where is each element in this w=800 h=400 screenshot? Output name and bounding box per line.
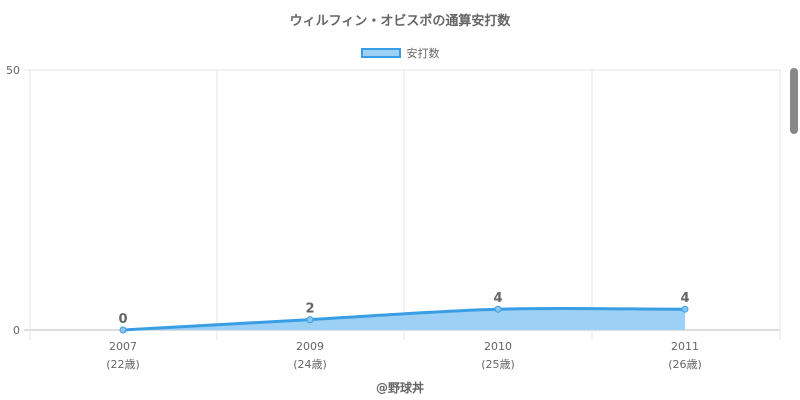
y-tick-label: 50 [6,64,20,77]
x-tick-label: 2007 [109,340,137,353]
data-label: 4 [493,291,502,306]
x-tick-label: 2011 [671,340,699,353]
x-tick-age-label: (22歳) [106,358,140,371]
data-label: 2 [305,302,314,317]
y-tick-label: 0 [13,324,20,337]
x-tick-age-label: (25歳) [481,358,515,371]
credit-label: @野球丼 [375,381,424,395]
x-tick-age-label: (26歳) [668,358,702,371]
data-point [306,316,314,324]
x-tick-age-label: (24歳) [293,358,327,371]
legend-label: 安打数 [406,47,440,60]
chart-legend[interactable]: 安打数 [0,45,800,61]
data-label: 4 [680,291,689,306]
data-point [119,326,127,334]
data-point [681,305,689,313]
legend-swatch [360,48,401,58]
data-point [494,305,502,313]
series-area-fill [123,308,685,330]
chart-title: ウィルフィン・オビスポの通算安打数 [289,14,511,29]
scrollbar-thumb[interactable] [790,68,798,134]
series-line [122,306,686,332]
data-label: 0 [118,312,127,327]
x-tick-label: 2009 [296,340,324,353]
x-tick-label: 2010 [484,340,512,353]
